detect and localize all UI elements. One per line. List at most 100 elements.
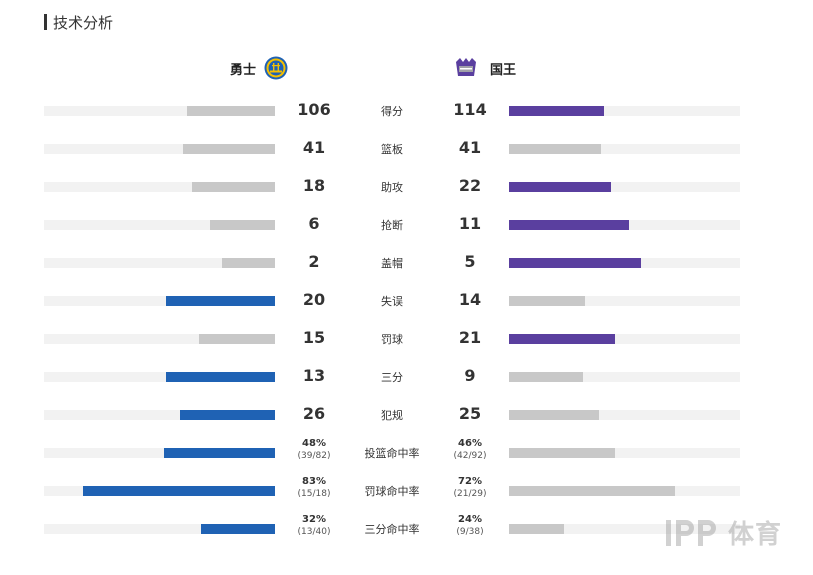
watermark: 体育 [664,514,782,551]
right-pct: 72% (21/29) [440,475,500,501]
left-bar-track [44,106,275,116]
left-bar-track [44,486,275,496]
left-bar-track [44,182,275,192]
right-bar-track [509,296,740,306]
stat-label: 罚球 [381,333,403,346]
right-bar-track [509,182,740,192]
left-bar-track [44,410,275,420]
right-bar-track [509,144,740,154]
right-bar-fill [509,144,601,154]
right-bar-fill [509,182,611,192]
left-pct-detail: (39/82) [297,451,331,461]
left-pct: 83% (15/18) [284,475,344,501]
right-bar-fill [509,334,615,344]
stat-row: 106 得分 114 [0,92,813,130]
right-bar-fill [509,296,585,306]
right-bar-track [509,334,740,344]
stat-label: 罚球命中率 [364,485,420,498]
left-pct-value: 48% [302,438,326,449]
left-bar-fill [187,106,275,116]
left-bar-track [44,524,275,534]
right-bar-fill [509,448,615,458]
right-bar-track [509,486,740,496]
stat-row: 15 罚球 21 [0,320,813,358]
right-pct-detail: (21/29) [453,489,487,499]
left-value: 41 [302,138,326,157]
left-value: 15 [302,328,326,347]
pct-stat-row: 32% (13/40) 三分命中率 24% (9/38) [0,510,813,548]
right-pct-value: 46% [458,438,482,449]
right-bar-track [509,106,740,116]
left-value: 6 [308,214,320,233]
right-pct-detail: (9/38) [456,527,484,537]
stat-row: 20 失误 14 [0,282,813,320]
section-title-text: 技术分析 [53,13,114,32]
left-bar-fill [201,524,275,534]
stat-row: 41 篮板 41 [0,130,813,168]
pct-stat-row: 83% (15/18) 罚球命中率 72% (21/29) [0,472,813,510]
stat-label: 三分 [381,371,403,384]
left-bar-fill [164,448,275,458]
left-value: 2 [308,252,320,271]
left-value: 106 [297,100,331,119]
watermark-text: 体育 [728,520,783,550]
left-bar-track [44,220,275,230]
stat-label: 篮板 [381,143,403,156]
title-bar-marker [44,14,47,30]
left-pct-detail: (13/40) [297,527,331,537]
stat-label: 三分命中率 [364,523,420,536]
left-bar-fill [166,372,275,382]
right-bar-fill [509,372,583,382]
team-left-name: 勇士 [230,62,257,78]
stat-label: 助攻 [381,181,403,194]
stat-label: 盖帽 [381,257,403,270]
left-bar-fill [222,258,275,268]
stat-row: 6 抢断 11 [0,206,813,244]
right-bar-fill [509,220,629,230]
left-pct: 32% (13/40) [284,513,344,539]
right-bar-track [509,372,740,382]
right-bar-fill [509,524,564,534]
right-bar-track [509,448,740,458]
left-bar-fill [192,182,275,192]
left-value: 26 [302,404,326,423]
right-bar-fill [509,106,604,116]
left-value: 20 [302,290,326,309]
team-right-name: 国王 [490,62,517,78]
stat-label: 抢断 [381,219,403,232]
stat-row: 2 盖帽 5 [0,244,813,282]
left-pct: 48% (39/82) [284,437,344,463]
left-bar-fill [199,334,275,344]
stat-row: 26 犯规 25 [0,396,813,434]
stat-label: 得分 [381,105,403,118]
right-bar-track [509,258,740,268]
left-value: 13 [302,366,326,385]
left-bar-track [44,334,275,344]
left-bar-fill [180,410,275,420]
left-bar-track [44,144,275,154]
team-left-header: 勇士 [230,56,288,80]
right-value: 9 [464,366,476,385]
left-bar-fill [83,486,275,496]
right-pct-value: 24% [458,514,482,525]
right-bar-fill [509,410,599,420]
left-bar-fill [183,144,275,154]
right-value: 41 [458,138,482,157]
stat-row: 18 助攻 22 [0,168,813,206]
left-bar-track [44,258,275,268]
right-bar-track [509,220,740,230]
pct-stat-row: 48% (39/82) 投篮命中率 46% (42/92) [0,434,813,472]
left-pct-detail: (15/18) [297,489,331,499]
right-value: 22 [458,176,482,195]
right-bar-fill [509,258,641,268]
right-value: 114 [453,100,487,119]
warriors-logo-icon [264,56,288,80]
right-value: 25 [458,404,482,423]
left-pct-value: 83% [302,476,326,487]
right-bar-track [509,524,740,534]
kings-logo-icon [456,58,476,76]
right-value: 14 [458,290,482,309]
stat-label: 失误 [381,295,403,308]
left-bar-track [44,296,275,306]
right-value: 21 [458,328,482,347]
